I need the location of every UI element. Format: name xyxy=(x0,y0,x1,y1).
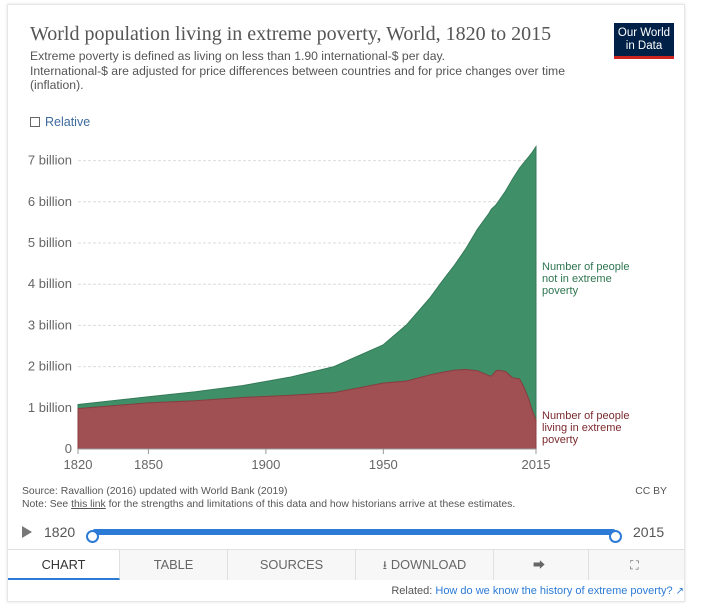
download-icon: ⭳ xyxy=(382,558,387,572)
relative-toggle[interactable]: Relative xyxy=(30,115,90,129)
logo-red-bar xyxy=(614,56,674,59)
fullscreen-icon: ⛶ xyxy=(630,558,639,572)
note-prefix: Note: See xyxy=(22,498,72,510)
share-icon: ⮕ xyxy=(532,558,545,572)
tab-share[interactable]: ⮕ xyxy=(494,550,589,580)
series-label-line: living in extreme xyxy=(542,422,621,434)
tab-chart[interactable]: CHART xyxy=(8,550,120,580)
timeline-track-fill xyxy=(92,529,616,535)
subtitle-line-1: Extreme poverty is defined as living on … xyxy=(30,49,446,63)
tab-download[interactable]: ⭳ DOWNLOAD xyxy=(356,550,494,580)
y-tick-label: 0 xyxy=(65,441,72,456)
tab-table-label: TABLE xyxy=(153,557,194,572)
note-link[interactable]: this link xyxy=(71,498,106,510)
series-label-line: Number of people xyxy=(542,261,629,273)
related-link[interactable]: How do we know the history of extreme po… xyxy=(435,585,673,597)
timeline-end-label: 2015 xyxy=(633,524,665,540)
related-prefix: Related: xyxy=(391,585,436,597)
external-link-icon: ↗ xyxy=(675,586,684,597)
timeline-start-label: 1820 xyxy=(44,524,76,540)
note-text: Note: See this link for the strengths an… xyxy=(22,499,515,512)
source-note: Source: Ravallion (2016) updated with Wo… xyxy=(22,486,515,511)
y-tick-label: 5 billion xyxy=(28,235,72,250)
y-tick-label: 1 billion xyxy=(28,400,72,415)
chart-subtitle: Extreme poverty is defined as living on … xyxy=(30,49,610,93)
y-tick-label: 4 billion xyxy=(28,276,72,291)
series-label-line: poverty xyxy=(542,285,579,297)
tab-sources[interactable]: SOURCES xyxy=(228,550,356,580)
y-tick-label: 3 billion xyxy=(28,317,72,332)
tab-fullscreen[interactable]: ⛶ xyxy=(589,550,684,580)
note-suffix: for the strengths and limitations of thi… xyxy=(105,498,516,510)
population-poverty-chart: 0 1 billion 2 billion 3 billion 4 billion 5 b… xyxy=(28,144,629,472)
logo-line-2: in Data xyxy=(625,40,663,52)
series-label-line: poverty xyxy=(542,434,579,446)
x-tick-label: 1850 xyxy=(134,457,163,472)
tab-sources-label: SOURCES xyxy=(259,557,324,572)
tab-chart-label: CHART xyxy=(41,557,86,572)
source-text: Source: Ravallion (2016) updated with Wo… xyxy=(22,486,288,497)
x-tick-label: 1820 xyxy=(64,457,93,472)
tab-download-label: DOWNLOAD xyxy=(390,557,467,572)
chart-tabs: CHART TABLE SOURCES ⭳ DOWNLOAD ⮕ ⛶ xyxy=(8,549,684,580)
x-tick-label: 1900 xyxy=(251,457,280,472)
y-tick-label: 2 billion xyxy=(28,359,72,374)
license-label[interactable]: CC BY xyxy=(635,486,667,497)
x-tick-label: 2015 xyxy=(522,457,551,472)
timeline: 1820 2015 xyxy=(22,523,670,543)
subtitle-line-2: International-$ are adjusted for price d… xyxy=(30,63,565,93)
y-tick-label: 7 billion xyxy=(28,153,72,168)
related-link-row: Related: How do we know the history of e… xyxy=(391,585,684,597)
tab-table[interactable]: TABLE xyxy=(120,550,228,580)
timeline-track[interactable] xyxy=(86,529,622,543)
relative-label: Relative xyxy=(45,115,91,129)
chart-title: World population living in extreme pover… xyxy=(30,23,552,45)
logo-line-1: Our World xyxy=(617,27,671,39)
owid-logo[interactable]: Our World in Data xyxy=(614,23,674,59)
timeline-start-handle[interactable] xyxy=(86,530,99,543)
play-icon[interactable] xyxy=(22,526,32,538)
series-label-line: not in extreme xyxy=(542,273,612,285)
series-label-line: Number of people xyxy=(542,410,629,422)
x-tick-label: 1950 xyxy=(369,457,398,472)
y-tick-label: 6 billion xyxy=(28,194,72,209)
chart-card: World population living in extreme pover… xyxy=(7,4,685,602)
relative-checkbox-icon[interactable] xyxy=(30,117,40,127)
timeline-end-handle[interactable] xyxy=(609,530,622,543)
